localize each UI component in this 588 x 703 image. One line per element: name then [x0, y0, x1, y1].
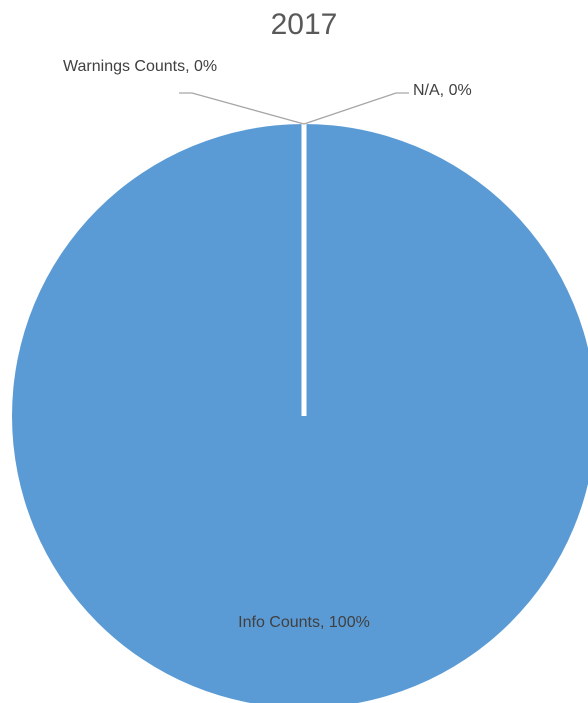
slice-label-na: N/A, 0%	[413, 82, 472, 99]
slice-label-warnings: Warnings Counts, 0%	[63, 58, 217, 75]
slice-label-info: Info Counts, 100%	[238, 614, 370, 631]
chart-title: 2017	[271, 8, 338, 41]
leader-line-na	[303, 92, 409, 125]
pie-slice-info-counts	[12, 124, 588, 703]
pie-slices	[12, 124, 588, 703]
leader-line-warnings	[179, 92, 305, 125]
